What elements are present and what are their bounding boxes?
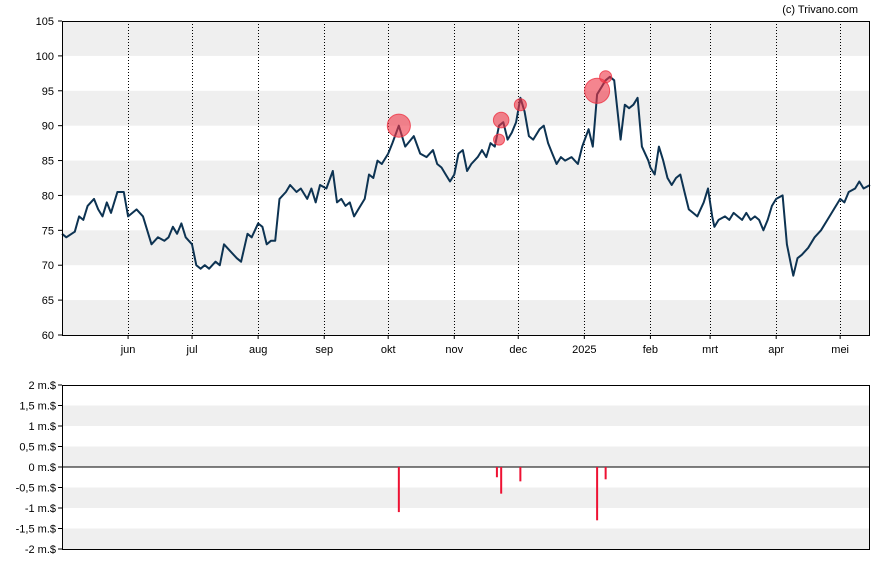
volume-bands	[62, 405, 870, 549]
x-tick-label: jul	[186, 344, 198, 356]
trade-bubble	[386, 113, 411, 138]
trade-bubble	[492, 111, 510, 129]
y-tick-label: 80	[42, 190, 54, 202]
price-band	[62, 21, 870, 56]
volume-bar	[519, 467, 522, 482]
y-tick-label: 100	[36, 51, 54, 63]
x-tick-label: dec	[509, 344, 527, 356]
x-tick-label: apr	[768, 344, 784, 356]
price-band	[62, 230, 870, 266]
volume-tick-label: 1,5 m.$	[19, 401, 56, 413]
x-tick-label: aug	[249, 344, 267, 356]
y-tick-label: 85	[42, 156, 54, 168]
price-band	[62, 90, 870, 126]
y-tick-label: 75	[42, 225, 54, 237]
price-month-grid	[128, 21, 841, 335]
trade-bubble	[493, 133, 506, 146]
volume-bar	[596, 467, 599, 521]
volume-tick-label: -0,5 m.$	[16, 483, 56, 495]
x-tick-label: okt	[381, 344, 396, 356]
trade-bubble	[599, 70, 613, 84]
volume-band	[62, 446, 870, 467]
volume-bar	[397, 467, 400, 513]
price-y-axis: 60 65 70 75 80 85 90 95 100 105	[36, 16, 62, 342]
volume-band	[62, 487, 870, 508]
price-frame	[62, 21, 870, 336]
y-tick-label: 105	[36, 16, 54, 28]
y-tick-label: 65	[42, 295, 54, 307]
volume-bar	[495, 467, 498, 478]
volume-tick-label: 2 m.$	[28, 380, 56, 392]
trade-bubble	[513, 98, 527, 112]
price-band	[62, 300, 870, 335]
x-tick-label: nov	[445, 344, 463, 356]
x-tick-label: mrt	[702, 344, 718, 356]
y-tick-label: 95	[42, 86, 54, 98]
volume-tick-label: 0 m.$	[28, 462, 56, 474]
volume-band	[62, 528, 870, 549]
x-tick-label: 2025	[572, 344, 596, 356]
volume-bar	[604, 467, 607, 480]
x-tick-label: jun	[120, 344, 136, 356]
volume-frame	[62, 385, 870, 550]
y-tick-label: 70	[42, 260, 54, 272]
x-tick-label: feb	[643, 344, 658, 356]
volume-bars	[397, 467, 607, 521]
price-x-axis: jun jul aug sep okt nov dec 2025 feb mrt apr mei	[120, 335, 849, 356]
y-tick-label: 90	[42, 121, 54, 133]
x-tick-label: mei	[831, 344, 849, 356]
x-tick-label: sep	[315, 344, 333, 356]
volume-tick-label: -2 m.$	[25, 544, 56, 556]
volume-tick-label: -1 m.$	[25, 503, 56, 515]
volume-bar	[500, 467, 503, 494]
volume-tick-label: 0,5 m.$	[19, 442, 56, 454]
volume-tick-label: -1,5 m.$	[16, 524, 56, 536]
volume-band	[62, 405, 870, 426]
volume-panel: 2 m.$ 1,5 m.$ 1 m.$ 0,5 m.$ 0 m.$ -0,5 m.$ -1 …	[16, 380, 870, 556]
price-bands	[62, 21, 870, 335]
price-series-line	[61, 75, 871, 277]
volume-tick-label: 1 m.$	[28, 421, 56, 433]
trade-bubbles	[386, 70, 613, 146]
price-panel: 60 65 70 75 80 85 90 95 100 105 jun jul aug sep okt no…	[36, 16, 871, 356]
credit-text: (c) Trivano.com	[782, 4, 858, 16]
volume-y-axis: 2 m.$ 1,5 m.$ 1 m.$ 0,5 m.$ 0 m.$ -0,5 m.$ -1 …	[16, 380, 62, 556]
trade-bubble	[584, 77, 611, 104]
y-tick-label: 60	[42, 330, 54, 342]
